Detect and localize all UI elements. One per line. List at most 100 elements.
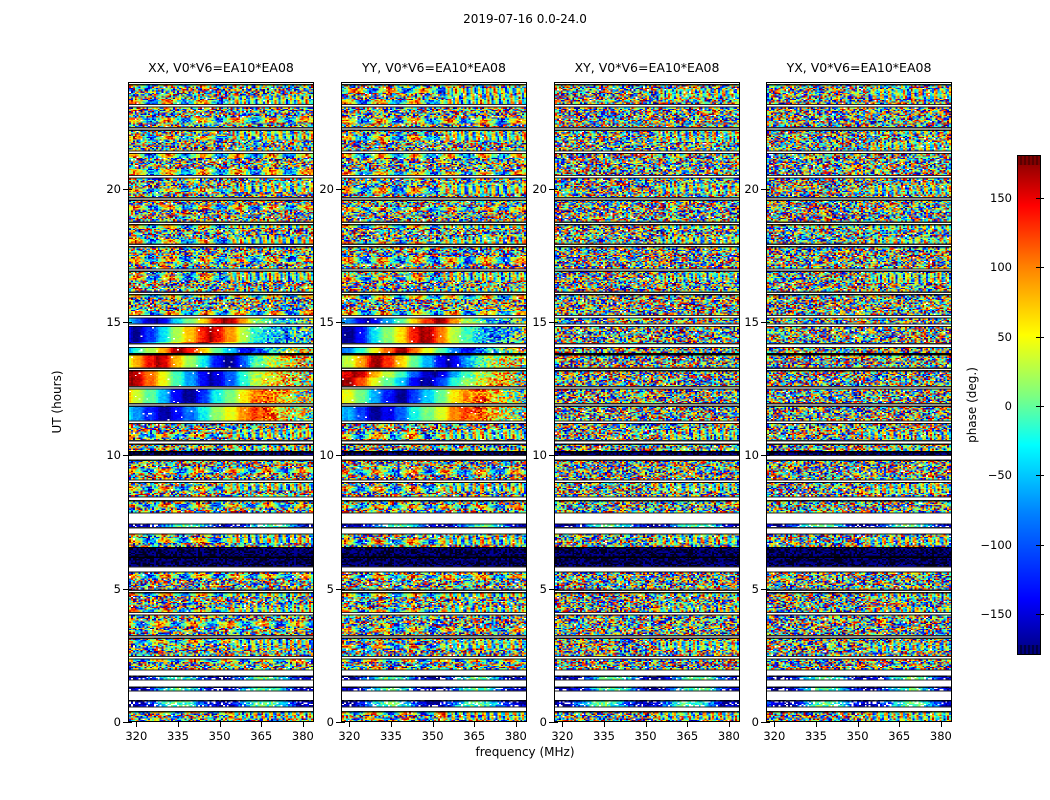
- waterfall-yy: [342, 83, 526, 721]
- waterfall-canvas: [555, 83, 739, 721]
- colorbar-tick-label: −50: [987, 468, 1012, 483]
- y-axis-tick-inner: [128, 722, 132, 723]
- x-axis-tick-label: 365: [463, 729, 486, 743]
- x-axis-tick: [728, 722, 730, 727]
- x-axis-tick-label: 365: [250, 729, 273, 743]
- y-axis-tick-inner: [341, 722, 345, 723]
- y-axis-tick-label: 0: [113, 715, 121, 729]
- plot-area-xy[interactable]: [554, 82, 740, 722]
- waterfall-xx: [129, 83, 313, 721]
- y-axis-tick-inner: [554, 322, 558, 323]
- y-axis-tick: [761, 588, 766, 590]
- panel-xy[interactable]: XY, V0*V6=EA10*EA08 0 5 10 15 20 320 335 350 365…: [532, 60, 740, 743]
- colorbar-tick: [1040, 336, 1044, 338]
- x-axis-tick-label: 335: [379, 729, 402, 743]
- y-axis-tick-label: 0: [539, 715, 547, 729]
- panel-title-yx: YX, V0*V6=EA10*EA08: [786, 60, 932, 75]
- y-axis-tick: [336, 722, 341, 723]
- y-axis-tick: [336, 455, 341, 457]
- y-axis-tick-inner: [766, 588, 770, 590]
- y-axis-tick-inner: [128, 455, 132, 457]
- x-axis-tick-label: 350: [208, 729, 231, 743]
- colorbar-tick: [1040, 406, 1044, 407]
- y-axis-tick: [761, 322, 766, 323]
- x-axis-tick: [261, 722, 263, 727]
- x-axis-tick-label: 365: [888, 729, 911, 743]
- figure-suptitle: 2019-07-16 0.0-24.0: [463, 12, 587, 26]
- y-axis-tick: [549, 322, 554, 323]
- x-axis-tick: [219, 722, 221, 727]
- waterfall-canvas: [767, 83, 951, 721]
- y-axis-tick-inner: [128, 188, 132, 190]
- x-axis-tick-label: 380: [717, 729, 740, 743]
- y-axis-tick-label: 5: [751, 581, 759, 596]
- colorbar-tick-label: −100: [980, 537, 1012, 552]
- panel-yx[interactable]: YX, V0*V6=EA10*EA08 0 5 10 15 20 320 335 350 365…: [744, 60, 952, 743]
- colorbar-tick-inner: [1036, 197, 1040, 199]
- y-axis-tick-inner: [341, 588, 345, 590]
- plot-area-yx[interactable]: [766, 82, 952, 722]
- panel-title-yy: YY, V0*V6=EA10*EA08: [362, 60, 506, 75]
- y-axis-label: UT (hours): [50, 370, 64, 434]
- y-axis-tick-inner: [554, 188, 558, 190]
- y-axis-tick: [123, 188, 128, 190]
- x-axis-tick-label: 320: [125, 729, 148, 743]
- x-axis-tick: [899, 722, 901, 727]
- x-axis-tick: [603, 722, 605, 727]
- plot-area-xx[interactable]: [128, 82, 314, 722]
- waterfall-canvas: [342, 83, 526, 721]
- x-axis-tick-label: 335: [592, 729, 615, 743]
- colorbar-tick: [1040, 267, 1044, 269]
- colorbar[interactable]: 150 100 50 0 −50 −100 −150: [980, 155, 1044, 655]
- colorbar-extend-bottom: [1018, 645, 1040, 654]
- x-axis-tick-label: 380: [291, 729, 314, 743]
- y-axis-tick-label: 20: [532, 181, 547, 196]
- colorbar-tick-inner: [1036, 614, 1040, 616]
- colorbar-tick: [1040, 475, 1044, 477]
- x-axis-tick-label: 350: [634, 729, 657, 743]
- y-axis-tick-label: 15: [532, 315, 547, 329]
- colorbar-tick-inner: [1036, 544, 1040, 546]
- y-axis-tick-inner: [766, 322, 770, 323]
- waterfall-yx: [767, 83, 951, 721]
- colorbar-tick-label: 100: [990, 260, 1012, 275]
- y-axis-tick: [123, 722, 128, 723]
- x-axis-tick: [390, 722, 392, 727]
- y-axis-tick-inner: [766, 722, 770, 723]
- y-axis-tick: [549, 455, 554, 457]
- x-axis-tick: [940, 722, 942, 727]
- waterfall-canvas: [129, 83, 313, 721]
- y-axis-tick: [761, 188, 766, 190]
- panel-xx[interactable]: XX, V0*V6=EA10*EA08 0 5 10 15 20 320 335 350 365…: [106, 60, 314, 743]
- panel-title-xy: XY, V0*V6=EA10*EA08: [574, 60, 720, 75]
- x-axis-tick: [474, 722, 476, 727]
- x-axis-tick: [857, 722, 859, 727]
- y-axis-tick: [549, 588, 554, 590]
- y-axis-tick: [761, 455, 766, 457]
- y-axis-tick-label: 20: [319, 181, 334, 196]
- y-axis-tick: [761, 722, 766, 723]
- y-axis-tick-inner: [554, 588, 558, 590]
- y-axis-tick-label: 20: [744, 181, 759, 196]
- y-axis-tick-label: 0: [326, 715, 334, 729]
- y-axis-tick-inner: [128, 588, 132, 590]
- colorbar-label: phase (deg.): [965, 367, 979, 443]
- y-axis-tick-label: 10: [744, 448, 759, 463]
- colorbar-tick: [1040, 197, 1044, 199]
- y-axis-tick: [336, 588, 341, 590]
- plot-area-yy[interactable]: [341, 82, 527, 722]
- colorbar-extend-top: [1018, 156, 1040, 165]
- y-axis-tick: [336, 322, 341, 323]
- x-axis-tick-label: 320: [551, 729, 574, 743]
- panel-title-xx: XX, V0*V6=EA10*EA08: [148, 60, 294, 75]
- y-axis-tick-label: 10: [532, 448, 547, 463]
- y-axis-tick-inner: [766, 188, 770, 190]
- colorbar-tick-inner: [1036, 336, 1040, 338]
- colorbar-tick: [1040, 544, 1044, 546]
- x-axis-tick: [136, 722, 138, 727]
- panel-yy[interactable]: YY, V0*V6=EA10*EA08 0 5 10 15 20 320 335 350 365…: [319, 60, 527, 743]
- y-axis-tick-label: 15: [319, 315, 334, 329]
- y-axis-tick: [123, 455, 128, 457]
- y-axis-tick-label: 15: [744, 315, 759, 329]
